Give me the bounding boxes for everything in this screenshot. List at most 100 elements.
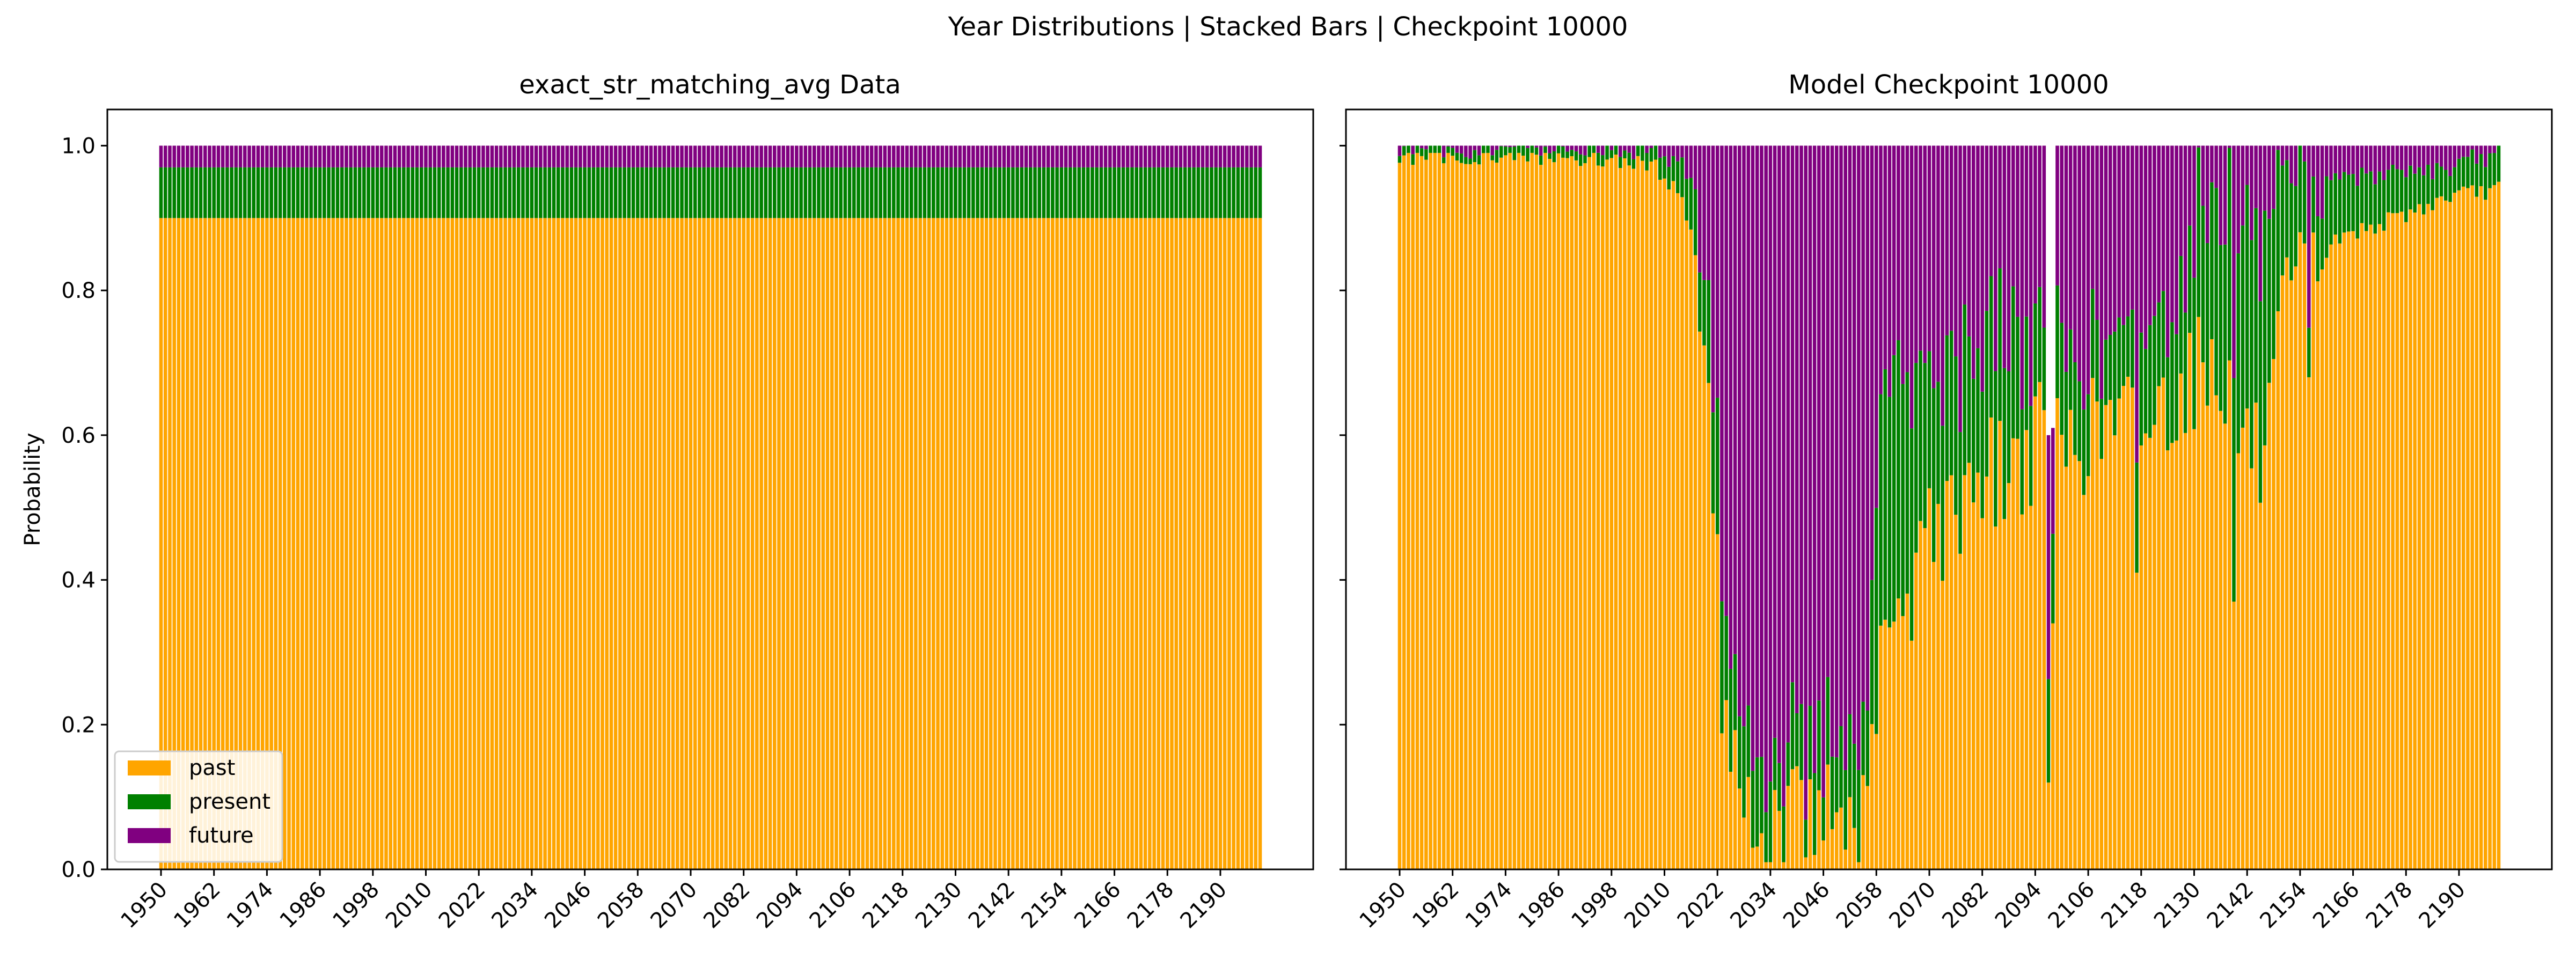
bar-past-1990 <box>1574 160 1578 869</box>
bar-future-2115 <box>2126 145 2130 317</box>
bar-past-2176 <box>2395 213 2399 869</box>
bar-present-2194 <box>2475 163 2479 197</box>
bar-present-2139 <box>2232 378 2236 602</box>
bar-past-2196 <box>2484 200 2487 869</box>
bar-future-2159 <box>2320 145 2324 219</box>
bar-present-1999 <box>1614 145 1618 155</box>
bar-present-2169 <box>1125 167 1130 218</box>
bar-past-2183 <box>2426 203 2430 869</box>
bar-present-2112 <box>874 167 878 218</box>
bar-future-1983 <box>305 145 309 167</box>
bar-past-2142 <box>1006 218 1011 869</box>
bar-present-2127 <box>2179 255 2183 374</box>
bar-future-2146 <box>2263 145 2267 211</box>
bar-past-2162 <box>1095 218 1099 869</box>
bar-past-2183 <box>1188 218 1191 869</box>
bar-present-2149 <box>1037 167 1042 218</box>
bar-past-2115 <box>887 218 891 869</box>
bar-past-2178 <box>1165 218 1169 869</box>
bar-present-2123 <box>923 167 927 218</box>
bar-past-2081 <box>737 218 741 869</box>
bar-future-2007 <box>1649 145 1653 148</box>
bar-past-1984 <box>1548 158 1552 869</box>
bar-future-1978 <box>283 145 287 167</box>
bar-future-2160 <box>2324 145 2329 177</box>
bar-future-2047 <box>1826 145 1830 677</box>
bar-future-2068 <box>1919 145 1922 351</box>
bar-future-2039 <box>552 145 556 167</box>
bar-present-2016 <box>450 167 455 218</box>
bar-past-2045 <box>579 218 582 869</box>
bar-present-2037 <box>543 167 547 218</box>
bar-present-2184 <box>2431 179 2434 210</box>
bar-present-2117 <box>2135 462 2139 573</box>
bar-future-2108 <box>2095 145 2099 320</box>
bar-present-2016 <box>1689 178 1693 230</box>
bar-present-2122 <box>918 167 922 218</box>
bar-present-1994 <box>353 167 357 218</box>
bar-past-2168 <box>1121 218 1125 869</box>
bar-future-2146 <box>1024 145 1028 167</box>
bar-present-2149 <box>2276 150 2280 311</box>
bar-future-2187 <box>1205 145 1209 167</box>
bar-past-2065 <box>1905 594 1909 869</box>
bar-past-2187 <box>2444 200 2448 869</box>
bar-future-2064 <box>1901 145 1905 384</box>
bar-past-2135 <box>976 218 979 869</box>
bar-future-2153 <box>2294 145 2297 186</box>
bar-present-2025 <box>490 167 494 218</box>
bar-present-2082 <box>742 167 745 218</box>
bar-past-2112 <box>874 218 878 869</box>
bar-present-2029 <box>1746 705 1751 777</box>
bar-future-2126 <box>936 145 940 167</box>
bar-future-2041 <box>561 145 565 167</box>
bar-present-2082 <box>1980 391 1984 518</box>
bar-present-2171 <box>1135 167 1138 218</box>
bar-past-1992 <box>345 218 348 869</box>
bar-present-2124 <box>2165 357 2170 451</box>
bar-present-1971 <box>1490 155 1495 160</box>
y-tick-label: 0.2 <box>61 713 96 737</box>
bar-future-2127 <box>2179 145 2183 256</box>
bar-present-2134 <box>2210 182 2214 340</box>
bar-past-2171 <box>2373 233 2377 869</box>
bar-present-2184 <box>1192 167 1196 218</box>
bar-future-2122 <box>918 145 922 167</box>
bar-present-2034 <box>1768 781 1773 862</box>
legend-label-future: future <box>189 823 254 848</box>
bar-past-2045 <box>1817 790 1821 869</box>
bar-future-2114 <box>883 145 887 167</box>
bar-future-2081 <box>737 145 741 167</box>
bar-future-2099 <box>817 145 821 167</box>
bar-past-2082 <box>742 218 745 869</box>
bar-past-1978 <box>1521 156 1525 870</box>
bar-future-1977 <box>278 145 282 167</box>
bar-future-1989 <box>1570 145 1574 150</box>
bar-future-2005 <box>402 145 406 167</box>
bar-present-1964 <box>1459 153 1463 163</box>
bar-present-1971 <box>252 167 256 218</box>
bar-future-2108 <box>857 145 860 167</box>
bar-present-2041 <box>1799 704 1803 780</box>
bar-past-2109 <box>2099 459 2104 869</box>
bar-present-2029 <box>508 167 512 218</box>
bar-past-2103 <box>835 218 838 869</box>
bar-future-2113 <box>2117 145 2121 318</box>
bar-present-2095 <box>2038 287 2041 382</box>
bar-present-2086 <box>1998 268 2002 421</box>
bar-present-2132 <box>962 167 967 218</box>
bar-future-2057 <box>631 145 635 167</box>
bar-past-2037 <box>543 218 547 869</box>
bar-past-2145 <box>2258 502 2263 869</box>
bar-present-1968 <box>238 167 243 218</box>
bar-past-2092 <box>786 218 790 869</box>
bar-future-1987 <box>323 145 326 167</box>
bar-present-2098 <box>2051 533 2055 624</box>
bar-past-2144 <box>1015 218 1019 869</box>
bar-future-2109 <box>2099 145 2104 399</box>
bar-present-2050 <box>1839 726 1843 808</box>
bar-past-2000 <box>379 218 384 869</box>
bar-past-2084 <box>1989 417 1993 869</box>
bar-present-1964 <box>221 167 225 218</box>
bar-past-2052 <box>1848 797 1852 869</box>
